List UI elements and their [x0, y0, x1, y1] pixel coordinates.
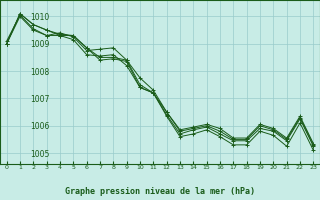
Text: Graphe pression niveau de la mer (hPa): Graphe pression niveau de la mer (hPa)	[65, 187, 255, 196]
